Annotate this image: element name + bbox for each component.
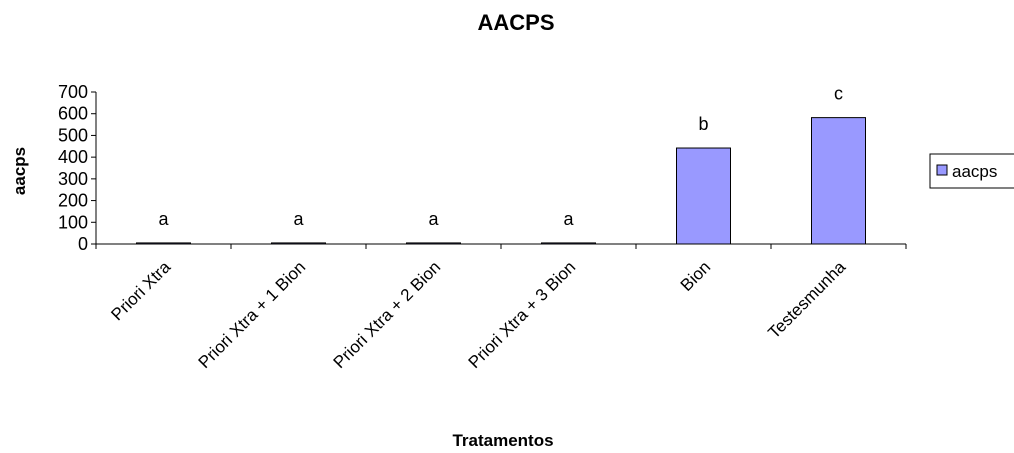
bar	[406, 242, 461, 245]
x-category-label: Bion	[677, 257, 714, 294]
y-tick-label: 0	[78, 234, 88, 254]
x-category-label: Priori Xtra + 2 Bion	[330, 257, 445, 372]
y-tick-label: 200	[58, 191, 88, 211]
y-tick-label: 500	[58, 125, 88, 145]
bar-data-label: a	[563, 209, 574, 229]
bar-data-label: b	[698, 114, 708, 134]
bar	[676, 147, 731, 245]
legend: aacps	[929, 153, 1014, 189]
x-category-label: Priori Xtra + 3 Bion	[465, 257, 580, 372]
legend-label: aacps	[952, 162, 997, 181]
chart-title: AACPS	[477, 10, 554, 35]
y-tick-label: 100	[58, 212, 88, 232]
x-axis-title: Tratamentos	[452, 431, 553, 450]
x-category-label: Testesmunha	[764, 257, 849, 342]
bar-data-label: a	[158, 209, 169, 229]
x-category-label: Priori Xtra + 1 Bion	[195, 257, 310, 372]
y-tick-label: 400	[58, 147, 88, 167]
bar	[136, 242, 191, 245]
y-tick-label: 700	[58, 82, 88, 102]
legend-swatch	[936, 164, 948, 176]
y-tick-label: 300	[58, 169, 88, 189]
bar-data-label: a	[428, 209, 439, 229]
x-category-label: Priori Xtra	[107, 257, 174, 324]
bar-data-label: c	[834, 84, 843, 104]
y-tick-label: 600	[58, 104, 88, 124]
bar	[811, 117, 866, 245]
y-axis-title: aacps	[10, 147, 29, 195]
bar	[541, 242, 596, 245]
bar	[271, 242, 326, 245]
bar-data-label: a	[293, 209, 304, 229]
